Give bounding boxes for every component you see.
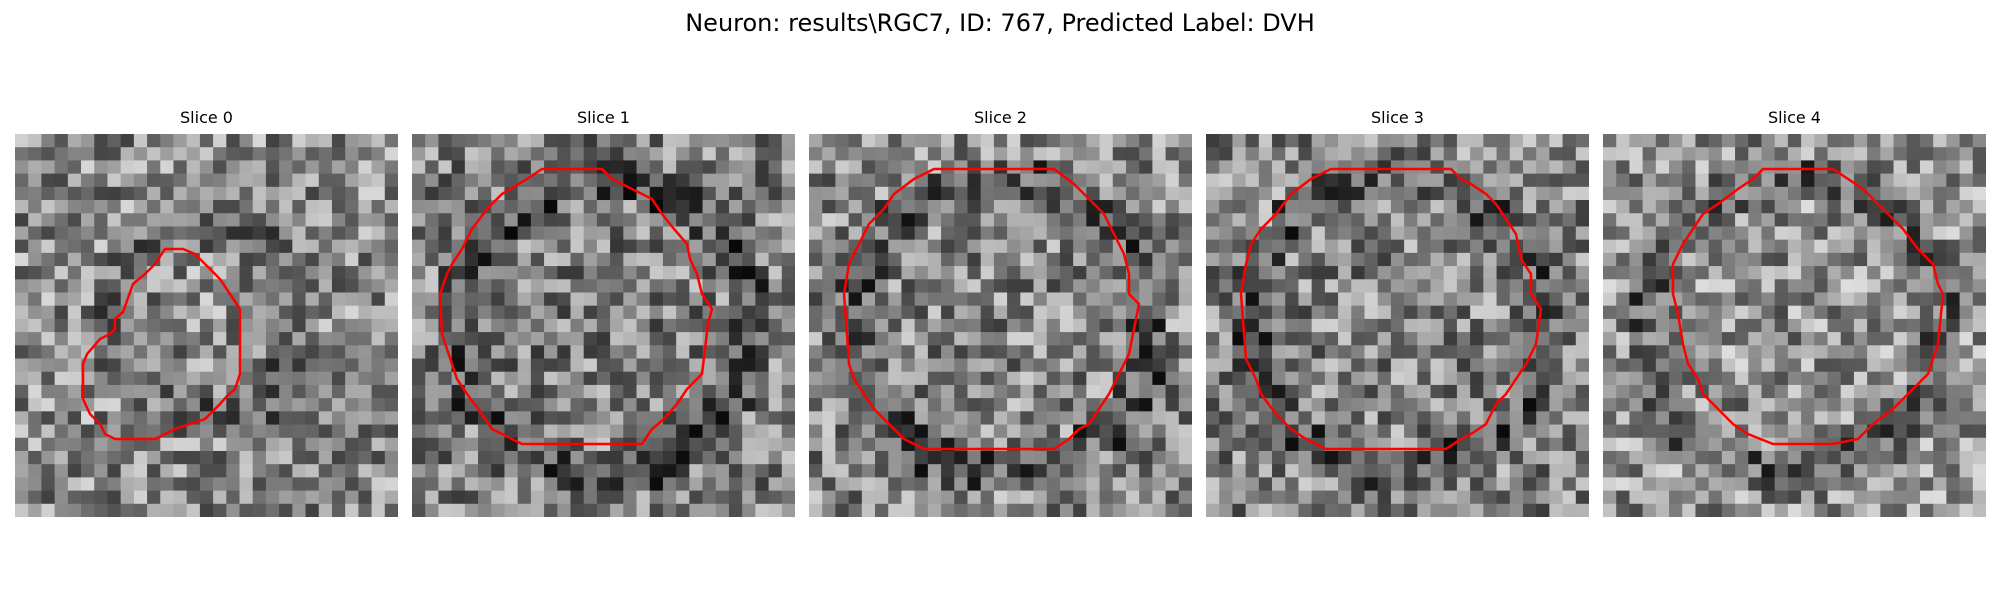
slice-title-1: Slice 1: [577, 108, 630, 127]
noise-pixels-2: [809, 134, 1192, 517]
slice-image-3: [1206, 134, 1589, 517]
neuron-contour-4: [1671, 167, 1945, 446]
noise-pixels-1: [412, 134, 795, 517]
slice-image-1: [412, 134, 795, 517]
slice-panel-4: Slice 4: [1603, 108, 1986, 517]
figure-title: Neuron: results\RGC7, ID: 767, Predicted…: [685, 9, 1315, 37]
slice-panel-0: Slice 0: [15, 108, 398, 517]
slice-image-2: [809, 134, 1192, 517]
neuron-contour-3: [1239, 167, 1543, 451]
slice-title-0: Slice 0: [180, 108, 233, 127]
slice-title-4: Slice 4: [1768, 108, 1821, 127]
slice-title-3: Slice 3: [1371, 108, 1424, 127]
slice-image-0: [15, 134, 398, 517]
neuron-contour-2: [842, 167, 1141, 451]
noise-pixels-0: [15, 134, 398, 517]
neuron-contour-1: [438, 167, 714, 446]
neuron-contour-0: [81, 247, 242, 441]
slice-image-4: [1603, 134, 1986, 517]
slice-panel-2: Slice 2: [809, 108, 1192, 517]
slice-panel-1: Slice 1: [412, 108, 795, 517]
slice-panel-3: Slice 3: [1206, 108, 1589, 517]
noise-pixels-4: [1603, 134, 1986, 517]
noise-pixels-3: [1206, 134, 1589, 517]
slice-title-2: Slice 2: [974, 108, 1027, 127]
